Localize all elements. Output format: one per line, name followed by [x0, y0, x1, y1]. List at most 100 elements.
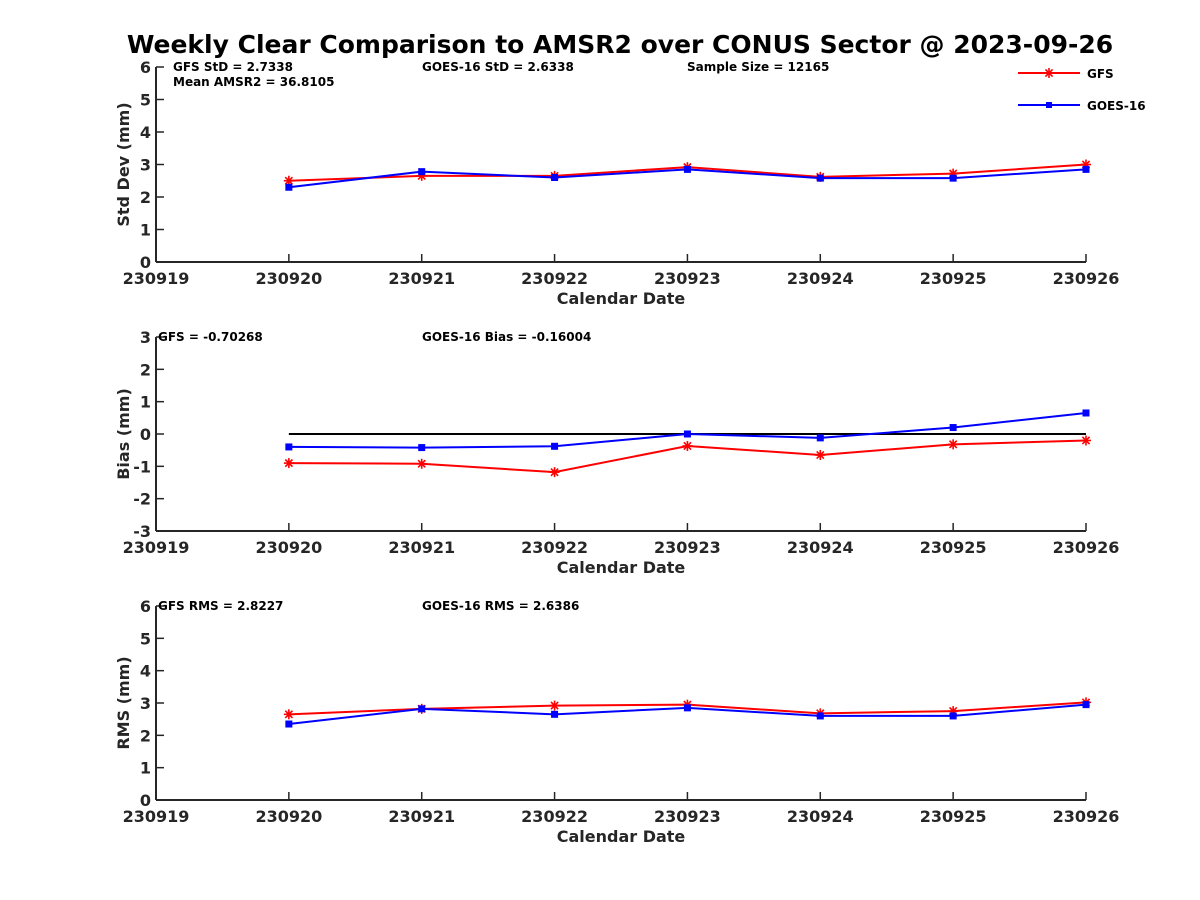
stat-annotation: GOES-16 Bias = -0.16004	[422, 330, 591, 344]
x-tick-label: 230919	[123, 269, 190, 288]
data-point-goes16	[285, 443, 293, 451]
y-tick-label: 3	[140, 328, 151, 347]
data-point-gfs	[1081, 435, 1091, 446]
legend-label: GOES-16	[1087, 99, 1146, 113]
x-tick-label: 230922	[521, 538, 588, 557]
x-tick-label: 230919	[123, 538, 190, 557]
x-tick-label: 230923	[654, 807, 721, 826]
data-point-goes16	[683, 165, 691, 173]
data-point-gfs	[283, 709, 294, 720]
legend-label: GFS	[1087, 67, 1114, 81]
x-tick-label: 230922	[521, 269, 588, 288]
asterisk-stroke	[816, 450, 825, 460]
x-tick-label: 230920	[255, 807, 322, 826]
data-point-gfs	[549, 700, 560, 711]
data-point-goes16	[1082, 409, 1090, 417]
y-axis-label: RMS (mm)	[114, 656, 133, 749]
asterisk-stroke	[284, 710, 294, 719]
y-axis-label: Bias (mm)	[114, 388, 133, 480]
x-tick-label: 230920	[255, 538, 322, 557]
x-axis-label: Calendar Date	[557, 558, 686, 577]
data-point-gfs	[682, 440, 693, 451]
chart-title: Weekly Clear Comparison to AMSR2 over CO…	[126, 30, 1114, 59]
stat-annotation: GOES-16 RMS = 2.6386	[422, 599, 579, 613]
data-point-goes16	[418, 444, 426, 452]
data-point-goes16	[949, 712, 957, 720]
data-point-goes16	[683, 430, 691, 438]
y-tick-label: -2	[133, 490, 151, 509]
asterisk-stroke	[550, 467, 559, 477]
asterisk-stroke	[284, 458, 294, 468]
data-point-goes16	[816, 174, 824, 182]
x-tick-label: 230921	[388, 807, 455, 826]
y-tick-label: -1	[133, 457, 151, 476]
y-axis-label: Std Dev (mm)	[114, 102, 133, 226]
stat-annotation: Mean AMSR2 = 36.8105	[173, 75, 334, 89]
y-tick-label: 0	[140, 425, 151, 444]
y-tick-label: 3	[140, 694, 151, 713]
x-tick-label: 230923	[654, 269, 721, 288]
x-tick-label: 230920	[255, 269, 322, 288]
x-tick-label: 230925	[920, 807, 987, 826]
y-tick-label: -3	[133, 522, 151, 541]
asterisk-stroke	[1044, 68, 1054, 78]
x-tick-label: 230926	[1053, 269, 1120, 288]
x-tick-label: 230925	[920, 538, 987, 557]
y-tick-label: 1	[140, 393, 151, 412]
x-tick-label: 230922	[521, 807, 588, 826]
x-tick-label: 230919	[123, 807, 190, 826]
data-point-goes16	[1082, 701, 1090, 709]
y-tick-label: 4	[140, 662, 151, 681]
data-point-gfs	[549, 467, 560, 478]
data-point-gfs	[283, 458, 294, 469]
stat-annotation: GFS StD = 2.7338	[173, 60, 293, 74]
y-tick-label: 1	[140, 759, 151, 778]
data-point-goes16	[816, 434, 824, 442]
x-tick-label: 230921	[388, 269, 455, 288]
data-point-goes16	[418, 705, 426, 713]
asterisk-stroke	[284, 176, 294, 185]
data-point-goes16	[285, 183, 293, 191]
asterisk-stroke	[1081, 436, 1091, 445]
x-tick-label: 230926	[1053, 807, 1120, 826]
stat-annotation: GFS RMS = 2.8227	[158, 599, 283, 613]
y-tick-label: 0	[140, 253, 151, 272]
stat-annotation: GOES-16 StD = 2.6338	[422, 60, 574, 74]
y-tick-label: 5	[140, 91, 151, 110]
asterisk-stroke	[683, 441, 692, 451]
x-tick-label: 230923	[654, 538, 721, 557]
data-point-gfs	[416, 458, 427, 469]
data-point-goes16	[551, 174, 559, 181]
y-tick-label: 2	[140, 726, 151, 745]
x-tick-label: 230924	[787, 807, 854, 826]
x-tick-label: 230924	[787, 538, 854, 557]
y-tick-label: 4	[140, 123, 151, 142]
y-tick-label: 0	[140, 791, 151, 810]
stat-annotation: GFS = -0.70268	[158, 330, 263, 344]
x-tick-label: 230926	[1053, 538, 1120, 557]
x-axis-label: Calendar Date	[557, 827, 686, 846]
data-point-goes16	[1082, 165, 1090, 173]
data-point-goes16	[683, 704, 691, 712]
data-point-goes16	[949, 174, 957, 182]
x-tick-label: 230925	[920, 269, 987, 288]
legend-marker-square	[1046, 102, 1052, 108]
y-tick-label: 6	[140, 58, 151, 77]
data-point-gfs	[815, 450, 826, 461]
asterisk-stroke	[417, 459, 426, 468]
y-tick-label: 3	[140, 156, 151, 175]
x-tick-label: 230921	[388, 538, 455, 557]
asterisk-stroke	[550, 701, 559, 710]
y-tick-label: 2	[140, 360, 151, 379]
legend-marker-asterisk	[1044, 68, 1054, 78]
asterisk-stroke	[948, 440, 958, 449]
data-point-goes16	[816, 712, 824, 720]
data-point-gfs	[948, 439, 959, 450]
data-point-goes16	[285, 720, 293, 728]
data-point-goes16	[949, 424, 957, 432]
stat-annotation: Sample Size = 12165	[687, 60, 829, 74]
data-point-goes16	[418, 168, 426, 176]
y-tick-label: 5	[140, 629, 151, 648]
y-tick-label: 2	[140, 188, 151, 207]
